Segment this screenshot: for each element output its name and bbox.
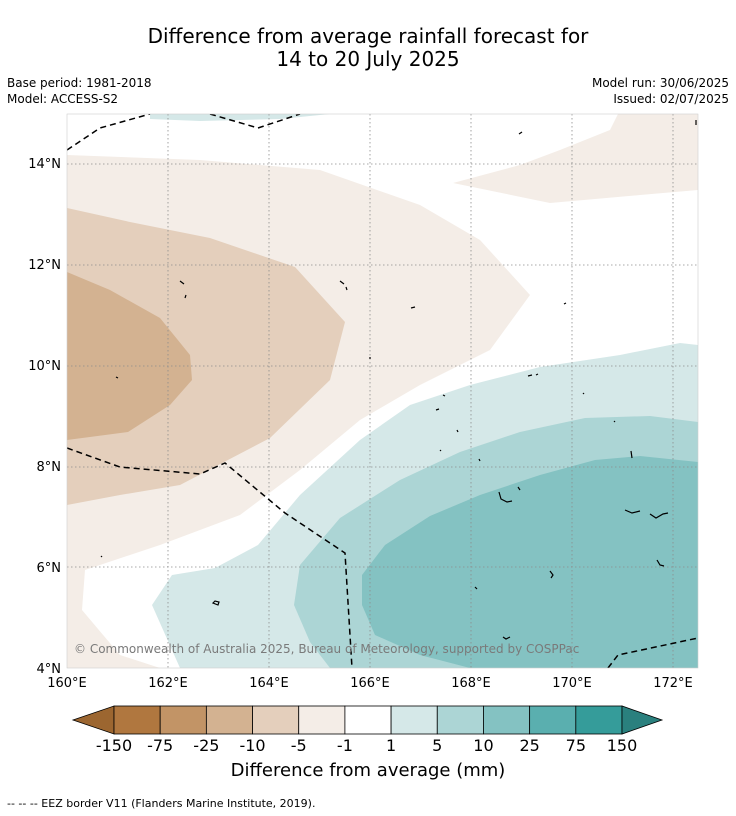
colorbar-tick-label: 10	[473, 736, 494, 755]
colorbar-tick-label: -5	[290, 736, 307, 755]
colorbar-tick-label: 1	[385, 736, 397, 755]
lat-label-6n: 6°N	[37, 561, 62, 576]
colorbar-label: Difference from average (mm)	[230, 760, 506, 781]
title-line-2: 14 to 20 July 2025	[276, 47, 460, 71]
islands	[100, 120, 697, 640]
colorbar-extend-high	[621, 705, 664, 735]
colorbar-segment	[483, 705, 531, 735]
lat-label-4n: 4°N	[37, 662, 62, 677]
grid-lines	[67, 114, 698, 668]
base-period: Base period: 1981-2018	[7, 76, 152, 90]
lat-label-10n: 10°N	[28, 359, 61, 374]
region-wet-3	[362, 456, 698, 668]
lat-label-12n: 12°N	[28, 258, 61, 273]
colorbar-segment	[344, 705, 392, 735]
region-dry-3	[67, 272, 192, 440]
plot-frame	[66, 113, 699, 669]
colorbar-segment	[159, 705, 207, 735]
colorbar-tick-label: 25	[519, 736, 540, 755]
lon-label-170e: 170°E	[552, 676, 592, 691]
colorbar-tick-label: -10	[239, 736, 266, 755]
meta-right: Model run: 30/06/2025 Issued: 02/07/2025	[592, 76, 729, 108]
lat-label-8n: 8°N	[37, 460, 62, 475]
map-fill-layers	[67, 114, 698, 668]
eez-borders	[67, 114, 698, 668]
colorbar-segment	[298, 705, 346, 735]
colorbar-tick-label: -75	[147, 736, 174, 755]
colorbar-segment	[252, 705, 300, 735]
lon-label-160e: 160°E	[47, 676, 87, 691]
colorbar-tick-label: -150	[95, 736, 133, 755]
title-line-1: Difference from average rainfall forecas…	[147, 24, 589, 48]
colorbar-tick-label: -1	[336, 736, 353, 755]
colorbar-tick-label: 150	[606, 736, 638, 755]
longitude-labels: 160°E 162°E 164°E 166°E 168°E 170°E 172°…	[47, 676, 693, 691]
region-dry-2	[67, 208, 345, 505]
colorbar	[71, 705, 664, 735]
latitude-labels: 14°N 12°N 10°N 8°N 6°N 4°N	[28, 157, 61, 677]
lat-label-14n: 14°N	[28, 157, 61, 172]
colorbar-segment	[436, 705, 484, 735]
issued-date: Issued: 02/07/2025	[613, 92, 729, 106]
colorbar-extend-low	[71, 705, 115, 735]
eez-legend-note: -- -- -- EEZ border V11 (Flanders Marine…	[7, 797, 316, 810]
region-wet-1-top	[150, 114, 330, 121]
colorbar-tick-label: 75	[565, 736, 586, 755]
region-dry-1-ne	[453, 114, 698, 203]
model-run: Model run: 30/06/2025	[591, 76, 729, 90]
colorbar-segment	[205, 705, 253, 735]
meta-left: Base period: 1981-2018 Model: ACCESS-S2	[7, 76, 152, 108]
copyright-notice: © Commonwealth of Australia 2025, Bureau…	[74, 642, 579, 656]
model-name: Model: ACCESS-S2	[7, 92, 119, 106]
colorbar-segment	[113, 705, 161, 735]
colorbar-segment	[575, 705, 623, 735]
lon-label-168e: 168°E	[451, 676, 491, 691]
colorbar-segment	[390, 705, 438, 735]
lon-label-164e: 164°E	[249, 676, 289, 691]
lon-label-172e: 172°E	[653, 676, 693, 691]
lon-label-166e: 166°E	[350, 676, 390, 691]
lon-label-162e: 162°E	[148, 676, 188, 691]
colorbar-tick-label: -25	[193, 736, 220, 755]
colorbar-tick-label: 5	[432, 736, 443, 755]
colorbar-segment	[529, 705, 577, 735]
